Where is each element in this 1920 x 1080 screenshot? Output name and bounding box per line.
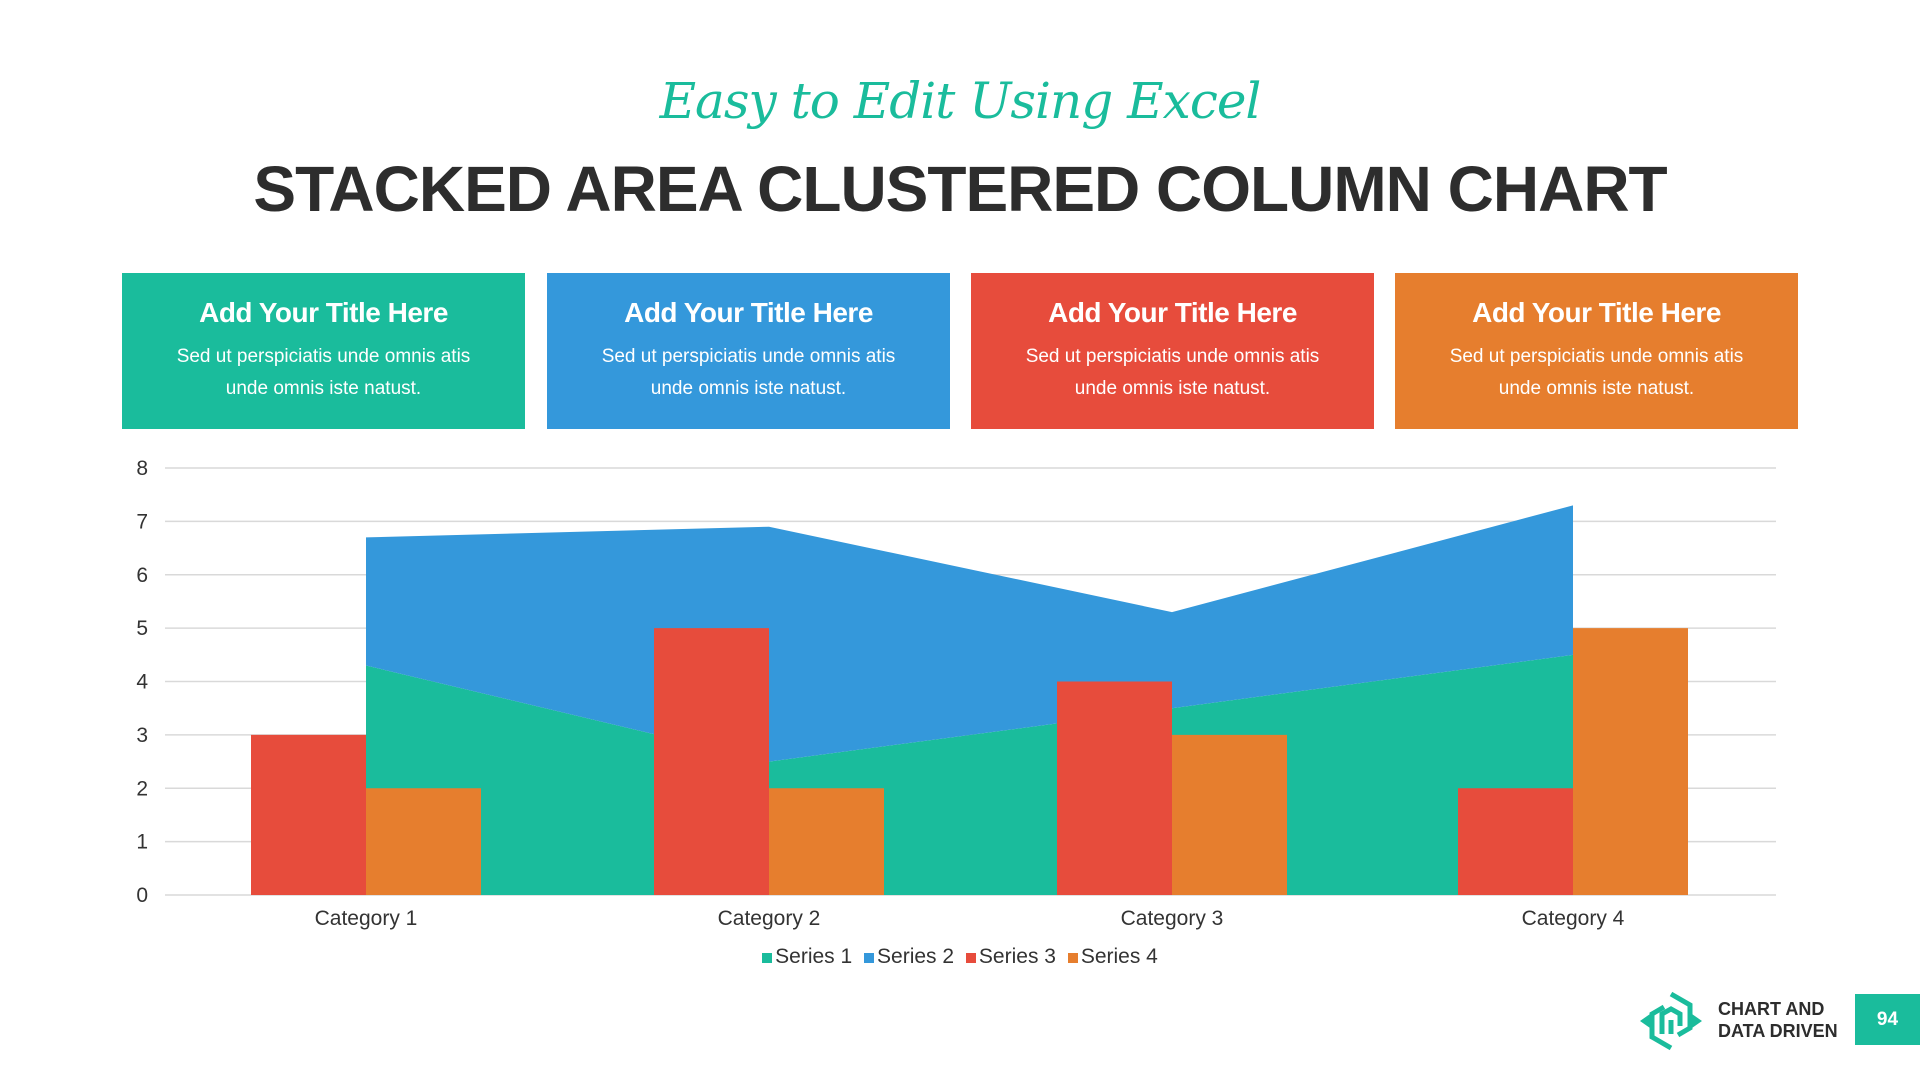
card-title: Add Your Title Here xyxy=(1048,297,1297,328)
y-tick-label: 4 xyxy=(136,671,148,694)
legend-swatch xyxy=(864,953,875,963)
legend: Series 1 Series 2 Series 3 Series 4 xyxy=(0,945,1920,969)
page-title: STACKED AREA CLUSTERED COLUMN CHART xyxy=(253,153,1667,225)
y-tick-label: 6 xyxy=(136,564,148,587)
card-title: Add Your Title Here xyxy=(199,297,448,328)
page-number: 94 xyxy=(1855,994,1920,1045)
y-tick-label: 7 xyxy=(136,510,148,533)
brand-line: CHART AND xyxy=(1718,999,1825,1019)
card-text: Sed ut perspiciatis unde omnis atis unde… xyxy=(1025,346,1320,399)
x-tick-label: Category 4 xyxy=(1522,907,1625,930)
legend-label: Series 1 xyxy=(775,945,853,968)
card-text: Sed ut perspiciatis unde omnis atis unde… xyxy=(601,346,896,399)
y-tick-label: 3 xyxy=(136,724,148,747)
legend-swatch xyxy=(762,953,773,963)
card-text: Sed ut perspiciatis unde omnis atis unde… xyxy=(1449,346,1744,399)
x-tick-label: Category 1 xyxy=(315,907,418,930)
legend-series-3: Series 3 xyxy=(965,945,1056,968)
y-tick-label: 2 xyxy=(136,777,148,800)
bar-series-4 xyxy=(1172,734,1287,895)
bar-series-4 xyxy=(769,788,884,895)
legend-label: Series 3 xyxy=(978,945,1056,968)
brand-logo-icon xyxy=(1640,991,1702,1051)
legend-series-4: Series 4 xyxy=(1067,945,1158,968)
bar-series-3 xyxy=(1458,788,1573,895)
card-title: Add Your Title Here xyxy=(1472,297,1721,328)
bar-series-3 xyxy=(654,628,769,895)
brand-line: DATA DRIVEN xyxy=(1718,1021,1838,1041)
legend-swatch xyxy=(1067,953,1078,963)
card-4: Add Your Title Here Sed ut perspiciatis … xyxy=(1395,273,1798,429)
card-text: Sed ut perspiciatis unde omnis atis unde… xyxy=(176,346,471,399)
x-tick-label: Category 3 xyxy=(1121,907,1224,930)
subtitle: Easy to Edit Using Excel xyxy=(659,72,1262,130)
y-tick-label: 8 xyxy=(136,457,148,480)
legend-series-2: Series 2 xyxy=(864,945,954,968)
legend-label: Series 2 xyxy=(877,945,955,968)
card-3: Add Your Title Here Sed ut perspiciatis … xyxy=(971,273,1374,429)
card-2: Add Your Title Here Sed ut perspiciatis … xyxy=(547,273,950,429)
bar-series-3 xyxy=(251,734,366,895)
y-tick-label: 5 xyxy=(136,617,148,640)
card-title: Add Your Title Here xyxy=(624,297,873,328)
bar-series-4 xyxy=(366,788,481,895)
y-tick-label: 0 xyxy=(136,884,148,907)
legend-series-1: Series 1 xyxy=(762,945,852,968)
card-1: Add Your Title Here Sed ut perspiciatis … xyxy=(122,273,525,429)
brand-name: CHART AND DATA DRIVEN xyxy=(1718,998,1838,1042)
bar-series-3 xyxy=(1057,681,1172,895)
x-tick-label: Category 2 xyxy=(718,907,821,930)
legend-label: Series 4 xyxy=(1080,945,1158,968)
y-tick-label: 1 xyxy=(136,831,148,854)
legend-swatch xyxy=(965,953,976,963)
bar-series-4 xyxy=(1573,628,1688,895)
